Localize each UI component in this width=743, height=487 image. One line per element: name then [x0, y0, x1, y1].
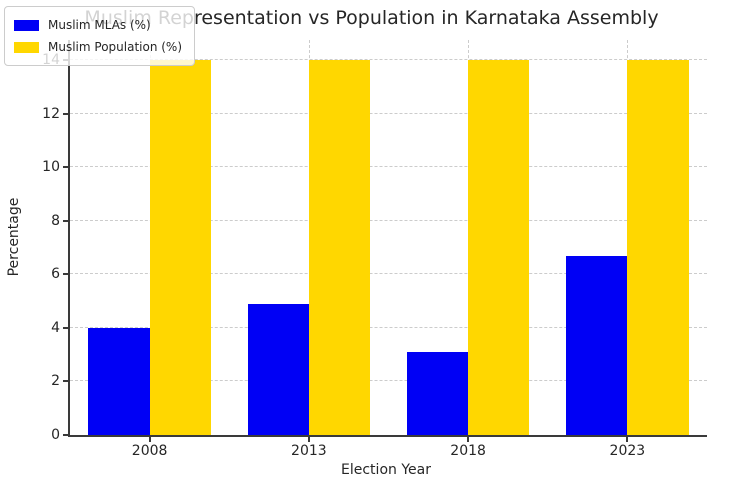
x-tick-label-2023: 2023	[609, 443, 646, 459]
y-tick-mark-4	[63, 326, 68, 329]
y-tick-label-0: 0	[51, 427, 60, 443]
x-tick-mark-2018	[467, 437, 470, 442]
legend-item-muslim-population: Muslim Population (%)	[14, 36, 182, 58]
y-gridline-4	[70, 326, 707, 328]
y-tick-label-4: 4	[51, 319, 60, 336]
y-gridline-12	[70, 112, 707, 114]
y-gridline-14	[70, 59, 707, 61]
y-tick-mark-12	[63, 112, 68, 115]
y-gridline-6	[70, 273, 707, 275]
y-gridline-10	[70, 166, 707, 168]
y-tick-mark-0	[63, 434, 68, 436]
bar-muslim-population-2013	[308, 60, 371, 435]
x-tick-label-2018: 2018	[450, 443, 486, 459]
chart-title: Muslim Representation vs Population in K…	[84, 7, 659, 29]
bar-muslim-mlas-2008	[88, 327, 150, 435]
y-tick-label-8: 8	[51, 212, 60, 229]
bar-muslim-population-2018	[468, 60, 530, 435]
y-tick-mark-8	[63, 219, 68, 222]
bar-muslim-population-2023	[627, 60, 689, 435]
legend-item-muslim-mlas: Muslim MLAs (%)	[14, 14, 182, 36]
x-tick-label-2013: 2013	[291, 443, 327, 459]
legend: Muslim MLAs (%) Muslim Population (%)	[4, 6, 196, 66]
bar-muslim-mlas-2023	[566, 255, 628, 435]
bar-muslim-mlas-2013	[247, 303, 309, 435]
y-tick-mark-2	[63, 380, 68, 383]
y-tick-label-2: 2	[51, 373, 60, 390]
legend-swatch-muslim-mlas	[14, 19, 39, 31]
x-tick-mark-2023	[626, 437, 629, 442]
y-tick-mark-6	[63, 273, 68, 276]
legend-label-muslim-mlas: Muslim MLAs (%)	[48, 18, 151, 32]
legend-label-muslim-population: Muslim Population (%)	[48, 40, 183, 54]
plot-area: 024681012142008201320182023	[42, 40, 707, 458]
y-axis-label: Percentage	[6, 197, 22, 277]
x-axis-label: Election Year	[341, 462, 431, 478]
y-tick-mark-10	[63, 166, 68, 169]
x-tick-label-2008: 2008	[131, 443, 168, 459]
y-gridline-2	[70, 380, 707, 382]
y-tick-label-10: 10	[42, 159, 60, 176]
y-tick-label-6: 6	[51, 266, 60, 283]
legend-swatch-muslim-population	[14, 41, 39, 53]
x-tick-mark-2013	[307, 437, 310, 442]
y-tick-label-12: 12	[42, 105, 60, 122]
x-tick-mark-2008	[148, 437, 151, 442]
bar-muslim-population-2008	[149, 60, 211, 435]
y-gridline-8	[70, 219, 707, 221]
bar-muslim-mlas-2018	[406, 351, 469, 435]
